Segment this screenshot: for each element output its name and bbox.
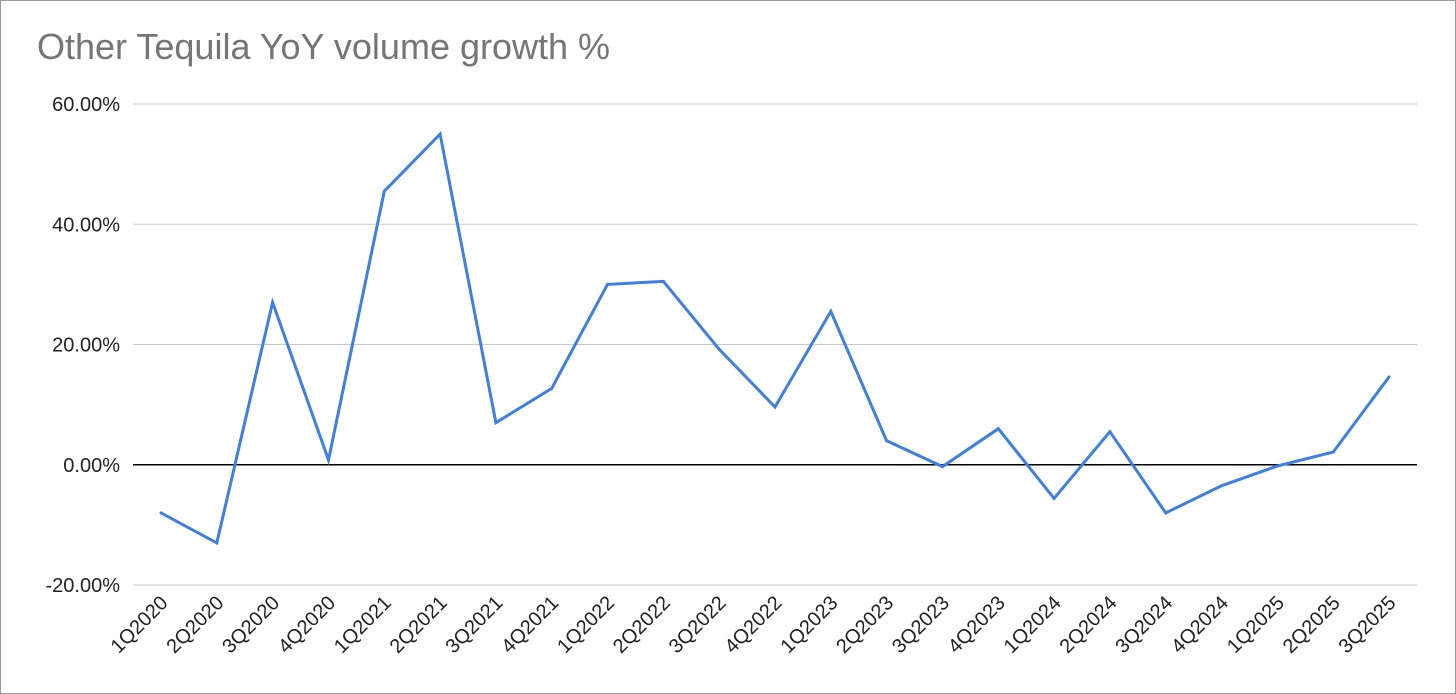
x-tick-label: 1Q2025	[1223, 592, 1289, 658]
x-tick-label: 1Q2020	[107, 592, 173, 658]
x-tick-label: 3Q2024	[1111, 592, 1177, 658]
x-tick-label: 4Q2024	[1167, 592, 1233, 658]
data-point	[215, 541, 219, 545]
data-point	[606, 282, 610, 286]
data-point	[885, 439, 889, 443]
x-tick-label: 2Q2025	[1279, 592, 1345, 658]
data-point	[550, 386, 554, 390]
x-tick-label: 1Q2024	[1000, 592, 1066, 658]
data-point	[438, 132, 442, 136]
data-point	[382, 189, 386, 193]
x-tick-label: 4Q2023	[944, 592, 1010, 658]
x-tick-label: 1Q2023	[776, 592, 842, 658]
x-tick-label: 3Q2020	[218, 592, 284, 658]
x-tick-label: 4Q2020	[274, 592, 340, 658]
y-tick-label: -20.00%	[46, 575, 121, 597]
data-point	[1387, 375, 1391, 379]
data-point	[1052, 496, 1056, 500]
data-point	[773, 405, 777, 409]
x-tick-label: 2Q2022	[609, 592, 675, 658]
data-point	[1331, 450, 1335, 454]
x-tick-label: 3Q2023	[888, 592, 954, 658]
x-tick-label: 1Q2021	[330, 592, 396, 658]
x-tick-label: 4Q2022	[721, 592, 787, 658]
data-point	[159, 511, 163, 515]
data-point	[1108, 430, 1112, 434]
data-point	[1164, 511, 1168, 515]
y-tick-label: 40.00%	[52, 214, 120, 236]
data-point	[1275, 464, 1279, 468]
x-tick-label: 3Q2025	[1335, 592, 1401, 658]
x-tick-label: 1Q2022	[553, 592, 619, 658]
data-point	[829, 309, 833, 313]
data-point	[1220, 484, 1224, 488]
y-tick-label: 60.00%	[52, 94, 120, 116]
x-tick-label: 2Q2024	[1056, 592, 1122, 658]
x-tick-label: 2Q2020	[162, 592, 228, 658]
y-tick-label: 20.00%	[52, 335, 120, 357]
x-tick-label: 3Q2021	[442, 592, 508, 658]
x-tick-label: 2Q2023	[832, 592, 898, 658]
x-tick-label: 3Q2022	[665, 592, 731, 658]
x-tick-label: 2Q2021	[386, 592, 452, 658]
data-point	[326, 458, 330, 462]
data-point	[717, 347, 721, 351]
data-point	[661, 279, 665, 283]
data-point	[271, 300, 275, 304]
y-tick-label: 0.00%	[63, 455, 120, 477]
series-line	[160, 131, 1391, 546]
data-point	[494, 421, 498, 425]
data-point	[940, 465, 944, 469]
data-point	[996, 427, 1000, 431]
x-tick-label: 4Q2021	[497, 592, 563, 658]
chart-title: Other Tequila YoY volume growth %	[37, 26, 611, 67]
